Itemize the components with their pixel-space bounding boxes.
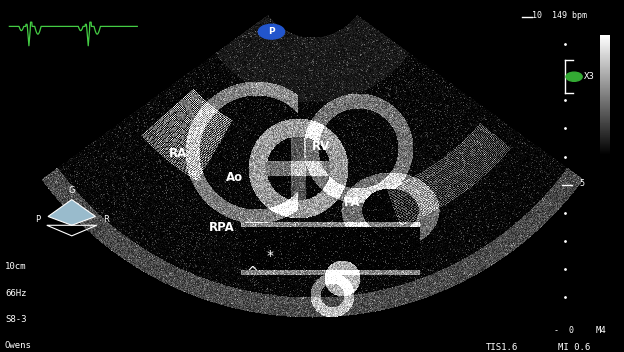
Text: 5: 5 [579,179,584,188]
Circle shape [258,24,285,39]
Text: RA: RA [168,147,187,159]
Text: X3: X3 [583,72,594,81]
Text: -  0: - 0 [554,326,574,335]
Circle shape [566,72,582,81]
Text: TIS1.6: TIS1.6 [485,343,518,352]
Text: R: R [103,215,109,225]
Text: PA: PA [344,196,361,209]
Text: MI 0.6: MI 0.6 [558,343,591,352]
Text: *: * [266,249,273,263]
Text: 10cm: 10cm [5,262,26,271]
Text: 66Hz: 66Hz [5,289,26,298]
Text: Owens: Owens [5,341,32,351]
Text: P: P [268,27,275,36]
Text: RV: RV [312,140,331,152]
Text: S8-3: S8-3 [5,315,26,324]
Polygon shape [48,200,95,225]
Text: ^: ^ [247,266,258,280]
Text: M4: M4 [596,326,607,335]
Text: RPA: RPA [208,221,235,233]
Text: G: G [69,186,75,195]
Text: P: P [35,215,40,225]
Text: Ao: Ao [225,171,243,184]
Text: 10  149 bpm: 10 149 bpm [532,11,587,20]
